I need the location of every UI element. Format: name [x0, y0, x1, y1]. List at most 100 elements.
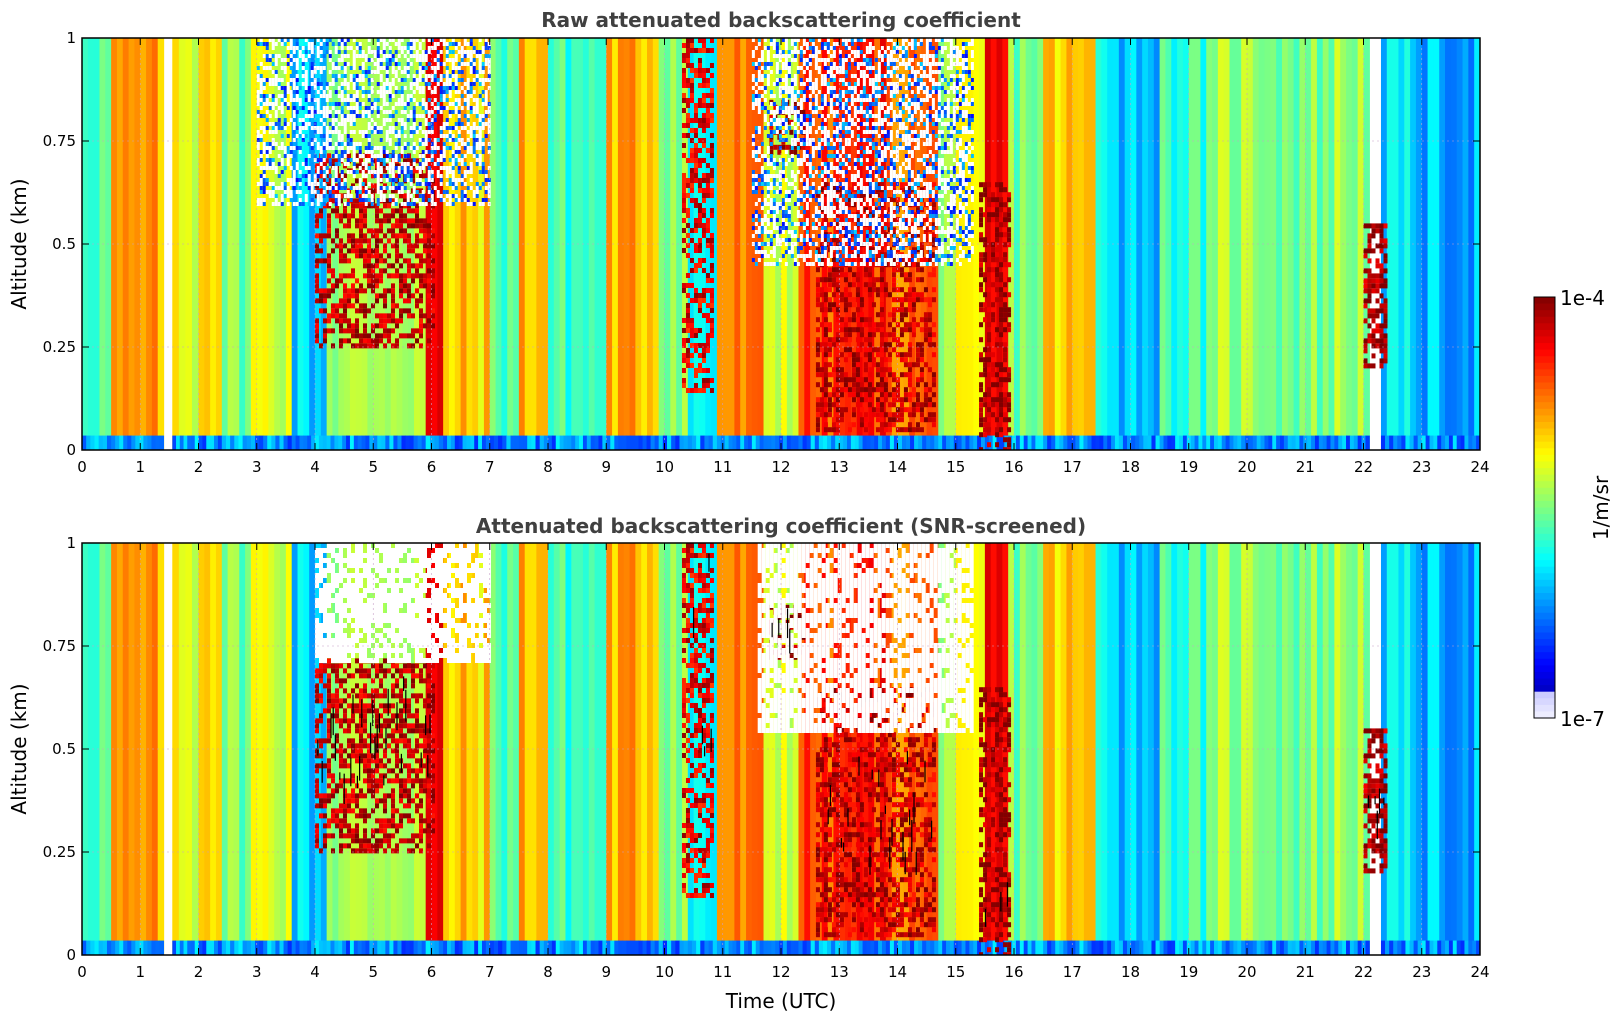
- noise-cell-0: [328, 122, 332, 126]
- noise-cell-0: [313, 190, 317, 194]
- noise-cell-1: [757, 94, 761, 98]
- cloud-cell-0: [407, 298, 411, 304]
- noise-cell-0: [412, 162, 416, 166]
- cloud-cell-3: [855, 317, 860, 323]
- cloud-cell-1: [705, 273, 710, 278]
- noise-cell-1: [751, 178, 755, 182]
- cloud-cell-0: [339, 318, 343, 324]
- noise-cell-0: [301, 74, 305, 78]
- noise-cell-0: [370, 90, 374, 94]
- cloud-cell-3: [879, 367, 884, 373]
- noise-cell-0: [472, 58, 476, 62]
- heatmap-column-31-8: [1322, 38, 1330, 450]
- noise-cell-0: [388, 114, 392, 118]
- noise-cell-0: [256, 142, 260, 146]
- cloud-cell-1: [685, 323, 690, 328]
- cloud-cell-0: [359, 253, 363, 259]
- noise-cell-0: [445, 78, 449, 82]
- noise-cell-0: [319, 70, 323, 74]
- noise-cell-0: [388, 38, 392, 42]
- cloud-cell-0: [379, 323, 383, 329]
- cloud-cell-4: [979, 252, 984, 258]
- cloud-cell-0: [347, 338, 351, 344]
- cloud-cell-3: [899, 327, 904, 333]
- cloud-cell-5: [1367, 233, 1372, 239]
- noise-cell-0: [382, 174, 386, 178]
- noise-cell-0: [286, 82, 290, 86]
- cloud-cell-3: [867, 317, 872, 323]
- cloud-cell-0: [403, 298, 407, 304]
- cloud-cell-3: [843, 347, 848, 353]
- cloud-cell-1: [697, 343, 702, 348]
- cloud-cell-3: [931, 232, 936, 238]
- noise-cell-0: [457, 130, 461, 134]
- cloud-cell-4: [1003, 212, 1008, 218]
- heatmap-column-11-0: [443, 38, 450, 450]
- noise-cell-0: [427, 178, 431, 182]
- heatmap-column-12-2: [501, 38, 508, 450]
- noise-cell-0: [289, 54, 293, 58]
- noise-cell-1: [757, 158, 761, 162]
- cloud-cell-0: [403, 278, 407, 284]
- noise-cell-0: [310, 126, 314, 130]
- noise-cell-1: [784, 226, 788, 230]
- noise-cell-0: [403, 86, 407, 90]
- cloud-cell-3: [815, 362, 820, 368]
- cloud-cell-0: [367, 268, 371, 274]
- noise-cell-0: [376, 162, 380, 166]
- noise-cell-0: [364, 150, 368, 154]
- noise-cell-0: [487, 62, 491, 66]
- cloud-cell-1: [681, 328, 686, 333]
- cloud-cell-3: [931, 372, 936, 378]
- noise-cell-0: [289, 190, 293, 194]
- cloud-cell-3: [875, 387, 880, 393]
- noise-cell-0: [289, 146, 293, 150]
- cloud-cell-3: [931, 297, 936, 303]
- noise-cell-0: [484, 54, 488, 58]
- surface-layer-cell-10-3: [438, 435, 444, 450]
- noise-cell-0: [349, 158, 353, 162]
- cloud-cell-5: [1383, 318, 1388, 324]
- cloud-cell-3: [927, 342, 932, 348]
- noise-cell-0: [478, 158, 482, 162]
- cloud-cell-5: [1367, 223, 1372, 229]
- cloud-cell-1: [685, 213, 690, 218]
- noise-cell-1: [772, 110, 776, 114]
- cloud-cell-0: [367, 163, 371, 169]
- noise-cell-0: [424, 54, 428, 58]
- cloud-cell-0: [411, 248, 415, 254]
- noise-cell-0: [379, 190, 383, 194]
- noise-cell-1: [763, 118, 767, 122]
- cloud-cell-1: [697, 83, 702, 88]
- surface-layer-cell-18-4: [732, 435, 737, 450]
- noise-cell-0: [451, 174, 455, 178]
- cloud-cell-0: [431, 183, 435, 189]
- noise-cell-0: [301, 202, 305, 206]
- cloud-cell-3: [871, 302, 876, 308]
- noise-cell-1: [784, 98, 788, 102]
- noise-cell-0: [364, 162, 368, 166]
- cloud-cell-3: [927, 402, 932, 408]
- cloud-cell-3: [867, 247, 872, 253]
- noise-cell-0: [451, 134, 455, 138]
- cloud-cell-0: [431, 323, 435, 329]
- cloud-cell-1: [689, 68, 694, 73]
- noise-cell-0: [262, 78, 266, 82]
- noise-cell-0: [451, 110, 455, 114]
- cloud-cell-3: [867, 337, 872, 343]
- noise-cell-1: [775, 210, 779, 214]
- noise-cell-0: [415, 198, 419, 202]
- noise-cell-0: [271, 190, 275, 194]
- noise-cell-0: [346, 202, 350, 206]
- noise-cell-0: [325, 38, 329, 42]
- cloud-cell-1: [693, 198, 698, 203]
- cloud-cell-4: [999, 322, 1004, 328]
- noise-cell-0: [331, 78, 335, 82]
- noise-cell-0: [298, 118, 302, 122]
- noise-cell-0: [430, 178, 434, 182]
- cloud-cell-1: [689, 238, 694, 243]
- cloud-cell-5: [1383, 358, 1388, 364]
- noise-cell-0: [439, 98, 443, 102]
- noise-cell-0: [352, 86, 356, 90]
- noise-cell-1: [790, 182, 794, 186]
